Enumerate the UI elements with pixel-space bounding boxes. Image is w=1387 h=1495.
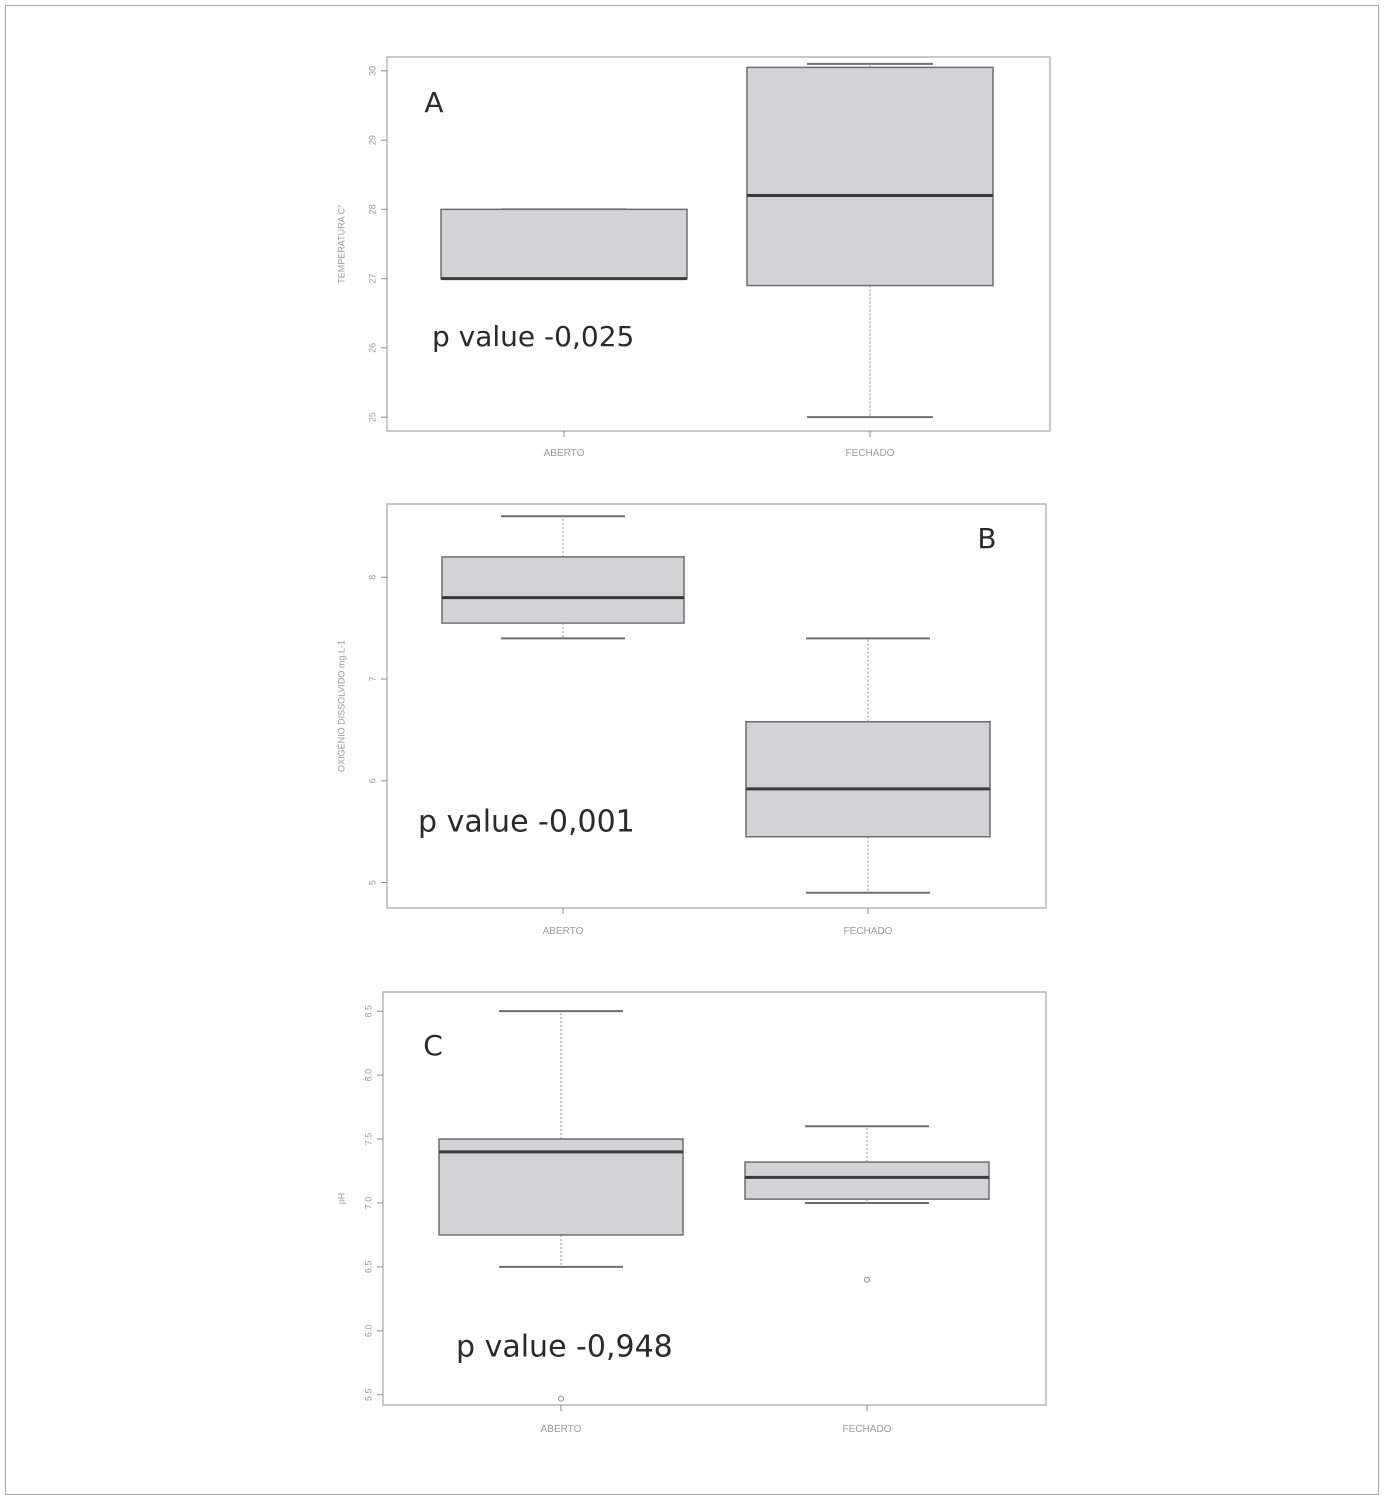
panel-c-y-tick-label: 8.0: [363, 1069, 373, 1082]
panel-a-p-value: p value -0,025: [432, 320, 634, 353]
panel-b-y-tick-label: 7: [367, 677, 377, 682]
panel-b-x-tick-label: FECHADO: [844, 926, 893, 937]
panel-b-box: [441, 556, 685, 624]
panel-c-box: [438, 1138, 684, 1236]
panel-c-outlier-point: [558, 1395, 564, 1402]
panel-a-y-tick-label: 27: [367, 274, 377, 284]
panel-a-label: A: [424, 86, 443, 119]
panel-a-x-tick-label: ABERTO: [544, 448, 585, 459]
panel-b-x-tick-label: ABERTO: [543, 926, 584, 937]
panel-b-y-tick-label: 6: [367, 778, 377, 783]
panel-c-y-tick-label: 7.5: [363, 1133, 373, 1146]
panel-c-label: C: [423, 1029, 443, 1062]
panel-a-y-tick-label: 28: [367, 204, 377, 214]
panel-c-y-tick-label: 7.0: [363, 1197, 373, 1210]
panel-a-y-axis-title: TEMPERATURA C°: [336, 204, 346, 284]
panel-b-box: [745, 721, 991, 838]
panel-a-y-tick-label: 25: [367, 412, 377, 422]
panel-a-x-tick-label: FECHADO: [846, 448, 895, 459]
panel-c-box: [744, 1161, 990, 1200]
panel-c-y-tick-label: 6.5: [363, 1261, 373, 1274]
panel-a-plot-border: [386, 56, 1051, 432]
panel-b-label: B: [977, 522, 996, 555]
panel-c-y-tick-label: 8.5: [363, 1005, 373, 1018]
panel-c-plot-border: [382, 991, 1047, 1406]
panel-c-p-value: p value -0,948: [456, 1330, 673, 1365]
panel-b-plot-border: [386, 503, 1047, 909]
panel-b-y-axis-title: OXIGÊNIO DISSOLVIDO mg.L-1: [336, 640, 346, 772]
panel-a-box: [746, 66, 994, 287]
panel-b-p-value: p value -0,001: [418, 805, 635, 840]
panel-b-y-tick-label: 8: [367, 575, 377, 580]
panel-c-outlier-point: [864, 1276, 870, 1283]
panel-c-y-tick-label: 6.0: [363, 1325, 373, 1338]
panel-c-x-tick-label: ABERTO: [541, 1424, 582, 1435]
panel-a-y-tick-label: 29: [367, 135, 377, 145]
panel-a-y-tick-label: 30: [367, 66, 377, 76]
panel-a-y-tick-label: 26: [367, 343, 377, 353]
panel-c-y-tick-label: 5.5: [363, 1389, 373, 1402]
panel-b-y-tick-label: 5: [367, 880, 377, 885]
panel-c-y-axis-title: pH: [336, 1193, 346, 1205]
panel-c-x-tick-label: FECHADO: [843, 1424, 892, 1435]
panel-a-box: [440, 208, 688, 280]
